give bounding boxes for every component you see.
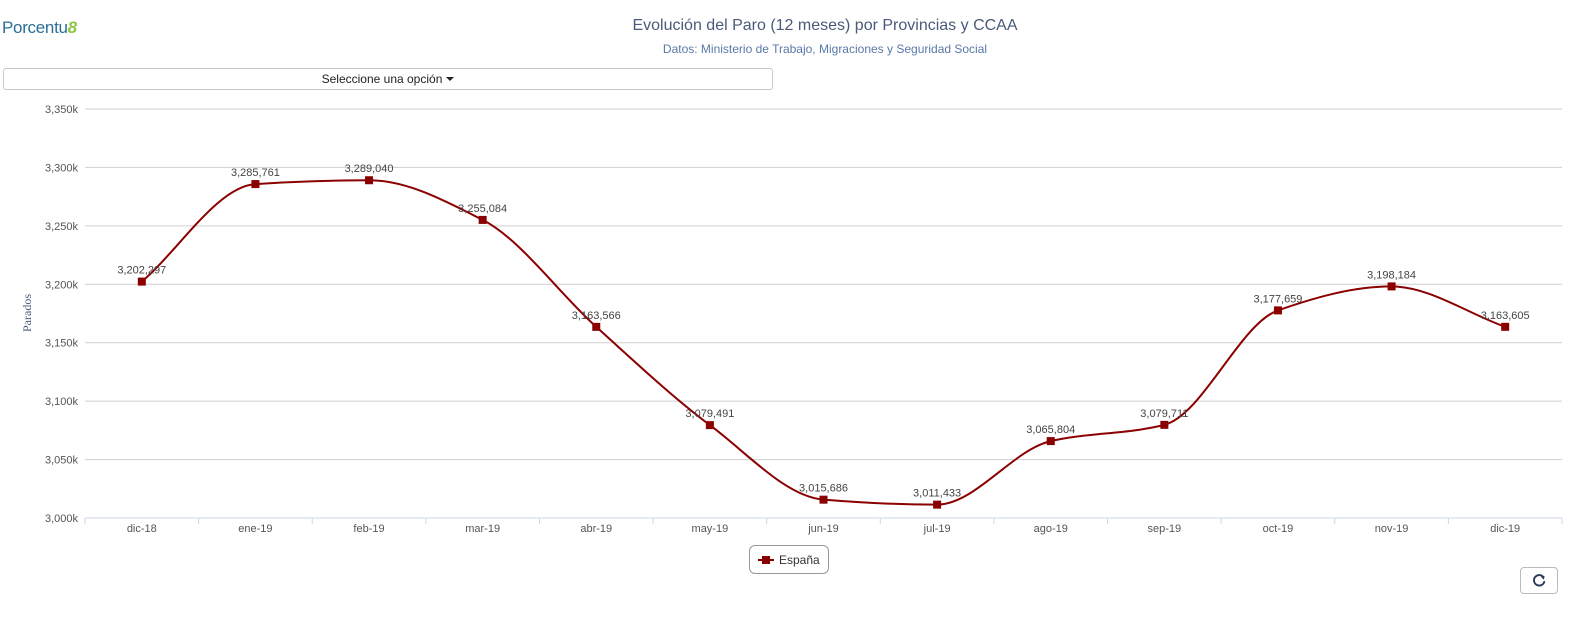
x-tick-label: jun-19 [807,523,839,535]
y-tick-label: 3,150k [45,338,79,350]
data-label: 3,285,761 [231,167,280,179]
logo-mark: 8 [67,18,77,37]
legend-label: España [779,552,820,567]
data-label: 3,163,566 [572,310,621,322]
data-label: 3,198,184 [1367,269,1416,281]
x-tick-label: ene-19 [238,523,272,535]
y-tick-label: 3,050k [45,455,79,467]
data-point[interactable] [1046,437,1055,446]
data-point[interactable] [705,421,714,430]
data-point[interactable] [1273,306,1282,315]
y-tick-label: 3,200k [45,279,79,291]
x-tick-label: jul-19 [923,523,951,535]
series-markers [137,176,1510,509]
data-label: 3,079,711 [1140,408,1188,420]
data-point[interactable] [1160,420,1169,429]
legend-item-espana[interactable]: España [749,545,829,574]
data-label: 3,015,686 [799,483,848,495]
region-select-label: Seleccione una opción [321,72,443,86]
refresh-icon [1533,573,1546,586]
x-tick-label: ago-19 [1034,523,1068,535]
data-point[interactable] [365,176,374,185]
brand-logo: Porcentu8 [2,18,77,38]
x-tick-label: dic-19 [1490,523,1520,535]
y-tick-label: 3,350k [45,104,79,116]
y-axis-label: Parados [20,294,34,332]
data-point[interactable] [1501,322,1510,331]
data-label: 3,011,433 [913,488,961,500]
data-point[interactable] [478,215,487,224]
data-label: 3,202,297 [117,265,166,277]
x-tick-label: may-19 [692,523,729,535]
y-tick-label: 3,300k [45,162,79,174]
caret-down-icon [446,77,455,81]
data-point[interactable] [592,322,601,331]
y-axis-tick-labels: 3,000k 3,050k 3,100k 3,150k 3,200k 3,250k 3,30… [45,104,79,525]
x-tick-label: mar-19 [465,523,500,535]
data-label: 3,079,491 [685,408,734,420]
data-point[interactable] [251,180,260,189]
region-select[interactable]: Seleccione una opción [3,68,773,90]
data-label: 3,289,040 [345,163,394,175]
data-point[interactable] [137,277,146,286]
data-label: 3,177,659 [1253,293,1302,305]
x-tick-label: oct-19 [1263,523,1294,535]
data-labels: 3,202,297 3,285,761 3,289,040 3,255,084 3,16… [117,163,1529,499]
y-tick-label: 3,000k [45,513,79,525]
x-tick-label: nov-19 [1375,523,1409,535]
logo-text: Porcentu [2,18,68,37]
data-label: 3,255,084 [458,203,507,215]
legend-symbol [758,555,774,565]
x-axis: dic-18 ene-19 feb-19 mar-19 abr-19 may-19 jun-… [84,518,1563,535]
chart-title: Evolución del Paro (12 meses) por Provin… [632,17,1018,34]
x-tick-label: dic-18 [127,523,157,535]
data-label: 3,065,804 [1026,424,1075,436]
data-label: 3,163,605 [1481,310,1530,322]
x-tick-label: abr-19 [580,523,612,535]
refresh-button[interactable] [1520,567,1558,594]
data-point[interactable] [1387,282,1396,291]
y-tick-label: 3,250k [45,221,79,233]
grid-lines [85,108,1562,519]
x-tick-label: feb-19 [353,523,384,535]
data-point[interactable] [819,495,828,504]
y-tick-label: 3,100k [45,396,79,408]
chart-subtitle: Datos: Ministerio de Trabajo, Migracione… [662,42,988,56]
data-point[interactable] [933,500,942,509]
x-tick-label: sep-19 [1148,523,1182,535]
